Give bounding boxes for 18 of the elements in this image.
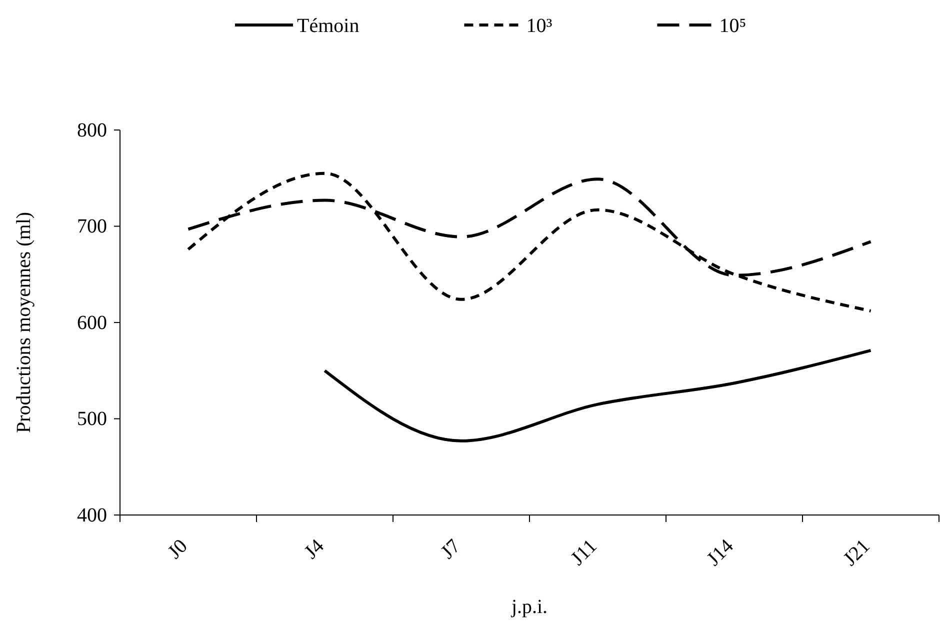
line-series bbox=[186, 172, 872, 312]
y-tick-label: 800 bbox=[77, 119, 107, 142]
y-tick-label: 400 bbox=[77, 504, 107, 526]
legend-label: 10³ bbox=[526, 15, 552, 37]
line-series bbox=[323, 348, 872, 442]
legend-label: Témoin bbox=[297, 15, 360, 37]
y-tick-label: 700 bbox=[77, 216, 107, 238]
x-tick-label: J21 bbox=[839, 535, 874, 570]
x-tick-label: J14 bbox=[702, 535, 738, 570]
x-tick-label: J4 bbox=[300, 535, 328, 564]
x-tick-label: J0 bbox=[164, 535, 192, 564]
y-tick-label: 600 bbox=[77, 312, 107, 334]
x-axis-title: j.p.i. bbox=[510, 596, 548, 618]
legend-label: 10⁵ bbox=[719, 15, 746, 37]
x-tick-label: J7 bbox=[436, 535, 465, 564]
y-axis-title: Productions moyennes (ml) bbox=[13, 212, 35, 434]
x-tick-label: J11 bbox=[566, 535, 602, 570]
y-tick-label: 500 bbox=[77, 408, 107, 430]
